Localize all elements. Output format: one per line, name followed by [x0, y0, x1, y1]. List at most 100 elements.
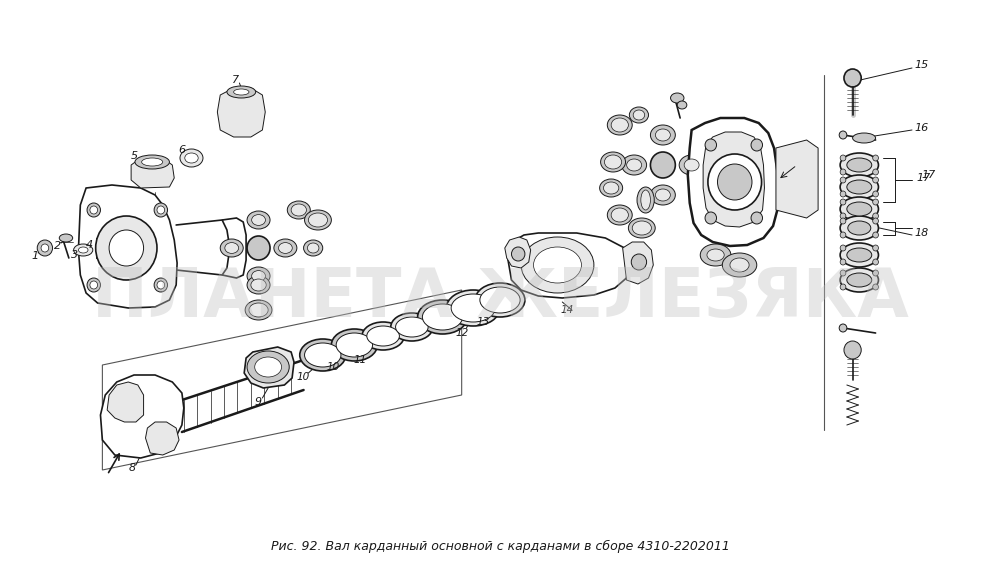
Circle shape	[873, 218, 878, 224]
Ellipse shape	[840, 197, 878, 221]
Ellipse shape	[700, 244, 731, 266]
Ellipse shape	[607, 205, 632, 225]
Polygon shape	[100, 375, 184, 458]
Bar	[96, 238, 113, 258]
Circle shape	[511, 247, 525, 261]
Circle shape	[96, 216, 157, 280]
Polygon shape	[688, 118, 778, 246]
Ellipse shape	[300, 339, 346, 371]
Ellipse shape	[227, 86, 256, 98]
Ellipse shape	[707, 249, 724, 261]
Ellipse shape	[847, 273, 872, 287]
Ellipse shape	[142, 158, 163, 166]
Text: 16: 16	[914, 123, 929, 133]
Ellipse shape	[848, 221, 871, 235]
Circle shape	[154, 203, 168, 217]
Polygon shape	[107, 382, 144, 422]
Ellipse shape	[622, 155, 647, 175]
Circle shape	[840, 213, 846, 219]
Ellipse shape	[677, 101, 687, 109]
Circle shape	[840, 270, 846, 276]
Polygon shape	[703, 132, 764, 227]
Ellipse shape	[604, 155, 622, 169]
Ellipse shape	[844, 69, 861, 87]
Text: Рис. 92. Вал карданный основной с карданами в сборе 4310-2202011: Рис. 92. Вал карданный основной с кардан…	[271, 539, 729, 552]
Circle shape	[751, 139, 763, 151]
Ellipse shape	[74, 244, 93, 256]
Circle shape	[839, 131, 847, 139]
Ellipse shape	[847, 248, 872, 262]
Text: 12: 12	[455, 328, 468, 338]
Circle shape	[873, 199, 878, 205]
Ellipse shape	[853, 133, 876, 143]
Text: 14: 14	[560, 305, 574, 315]
Ellipse shape	[847, 180, 872, 194]
Circle shape	[840, 199, 846, 205]
Circle shape	[840, 245, 846, 251]
Polygon shape	[505, 237, 531, 268]
Text: 10: 10	[327, 362, 340, 372]
Polygon shape	[776, 140, 818, 218]
Circle shape	[840, 259, 846, 265]
Circle shape	[87, 278, 100, 292]
Ellipse shape	[308, 213, 328, 227]
Ellipse shape	[480, 287, 520, 313]
Ellipse shape	[247, 276, 270, 294]
Polygon shape	[131, 158, 174, 188]
Text: 8: 8	[129, 463, 136, 473]
Ellipse shape	[278, 243, 292, 253]
Ellipse shape	[391, 313, 433, 341]
Ellipse shape	[627, 159, 642, 171]
Ellipse shape	[650, 125, 675, 145]
Ellipse shape	[632, 221, 651, 235]
Ellipse shape	[336, 333, 373, 357]
Ellipse shape	[637, 187, 654, 213]
Circle shape	[717, 164, 752, 200]
Text: 1: 1	[32, 251, 39, 261]
Text: 11: 11	[353, 355, 367, 365]
Text: 10: 10	[296, 372, 309, 382]
Text: 7: 7	[232, 75, 239, 85]
Polygon shape	[244, 347, 294, 388]
Ellipse shape	[422, 304, 463, 330]
Ellipse shape	[611, 208, 628, 222]
Ellipse shape	[840, 243, 878, 267]
Text: 2: 2	[54, 241, 61, 251]
Ellipse shape	[304, 240, 323, 256]
Ellipse shape	[655, 189, 670, 201]
Polygon shape	[222, 218, 246, 278]
Polygon shape	[78, 185, 177, 308]
Ellipse shape	[59, 234, 73, 242]
Ellipse shape	[840, 153, 878, 177]
Ellipse shape	[521, 237, 594, 293]
Circle shape	[157, 281, 165, 289]
Polygon shape	[217, 88, 265, 137]
Circle shape	[839, 324, 847, 332]
Ellipse shape	[611, 118, 628, 132]
Ellipse shape	[396, 317, 428, 337]
Circle shape	[873, 191, 878, 197]
Circle shape	[708, 154, 762, 210]
Ellipse shape	[722, 253, 757, 277]
Text: 9: 9	[255, 397, 262, 407]
Ellipse shape	[249, 303, 268, 317]
Ellipse shape	[730, 258, 749, 272]
Polygon shape	[623, 242, 653, 284]
Ellipse shape	[180, 149, 203, 167]
Ellipse shape	[135, 155, 169, 169]
Circle shape	[873, 155, 878, 161]
Circle shape	[90, 281, 98, 289]
Ellipse shape	[220, 239, 243, 257]
Circle shape	[873, 245, 878, 251]
Ellipse shape	[641, 190, 650, 210]
Ellipse shape	[840, 175, 878, 199]
Text: 13: 13	[476, 317, 489, 327]
Ellipse shape	[655, 129, 670, 141]
Ellipse shape	[633, 110, 645, 120]
Circle shape	[631, 254, 647, 270]
Ellipse shape	[847, 158, 872, 172]
Circle shape	[840, 155, 846, 161]
Ellipse shape	[252, 271, 265, 282]
Ellipse shape	[247, 211, 270, 229]
Ellipse shape	[840, 216, 878, 240]
